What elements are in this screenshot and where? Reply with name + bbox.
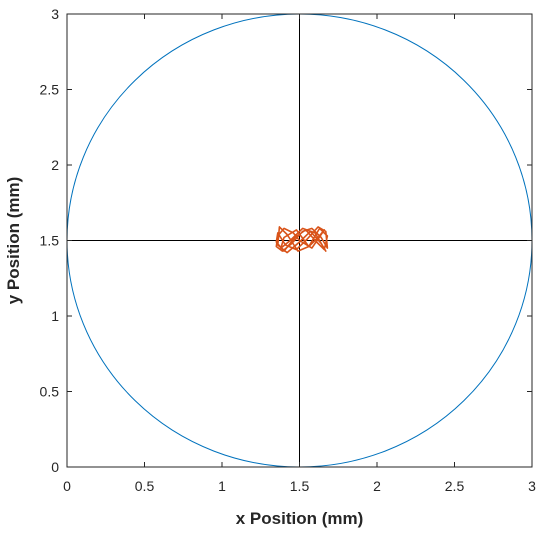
x-tick-label: 3 [528, 478, 536, 494]
y-axis-title: y Position (mm) [4, 177, 23, 305]
x-tick-label: 2.5 [445, 478, 465, 494]
y-tick-label: 2 [51, 157, 59, 173]
y-tick-label: 1.5 [40, 233, 60, 249]
x-tick-label: 0.5 [135, 478, 155, 494]
x-tick-label: 0 [63, 478, 71, 494]
ticks-group: 0 0.5 1 1.5 2 2.5 3 0 0.5 1 1.5 2 2.5 3 [40, 6, 537, 494]
plot-content [67, 14, 532, 467]
x-tick-label: 1 [218, 478, 226, 494]
y-tick-label: 3 [51, 6, 59, 22]
y-tick-label: 1 [51, 308, 59, 324]
x-tick-label: 2 [373, 478, 381, 494]
y-tick-label: 0 [51, 459, 59, 475]
x-tick-label: 1.5 [290, 478, 310, 494]
y-tick-label: 2.5 [40, 82, 60, 98]
x-axis-title: x Position (mm) [236, 509, 364, 528]
y-tick-label: 0.5 [40, 384, 60, 400]
trajectory-line [275, 226, 329, 254]
